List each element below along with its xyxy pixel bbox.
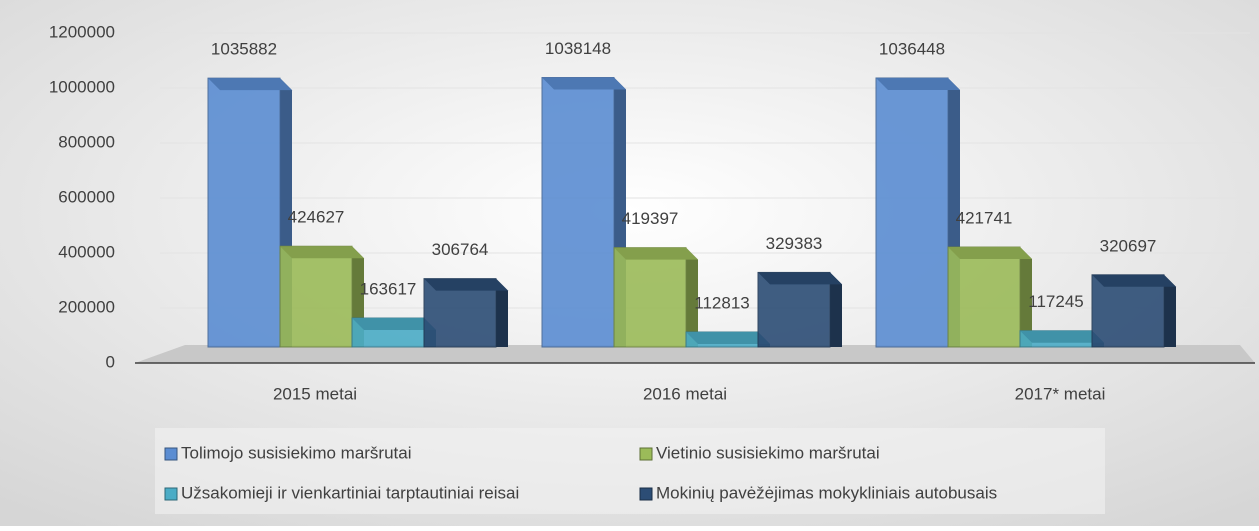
bar-top	[352, 318, 436, 331]
bar	[279, 245, 353, 348]
data-label: 1036448	[879, 39, 945, 58]
bar-top	[876, 77, 960, 90]
legend-label: Mokinių pavėžėjimas mokykliniais autobus…	[656, 483, 997, 502]
x-tick-label: 2017* metai	[1015, 384, 1106, 403]
y-tick-label: 1000000	[49, 77, 115, 96]
x-tick-label: 2016 metai	[643, 384, 727, 403]
data-label: 419397	[622, 209, 679, 228]
legend-swatch	[164, 447, 178, 461]
bar-top	[424, 278, 508, 291]
data-label: 1035882	[211, 40, 277, 59]
bar-side	[830, 272, 842, 347]
bar-side	[496, 278, 508, 347]
y-tick-label: 200000	[58, 297, 115, 316]
legend-swatch	[639, 447, 653, 461]
bar	[541, 77, 615, 348]
data-label: 1038148	[545, 39, 611, 58]
legend-swatch	[164, 487, 178, 501]
bar	[207, 77, 281, 348]
data-label: 306764	[432, 240, 489, 259]
legend-label: Tolimojo susisiekimo maršrutai	[181, 443, 412, 462]
bar-top	[614, 247, 698, 260]
data-label: 163617	[360, 279, 417, 298]
bar-top	[280, 246, 364, 259]
bar-side	[1164, 274, 1176, 347]
bar-top	[758, 272, 842, 285]
bar-top	[948, 247, 1032, 260]
bar-top	[542, 77, 626, 90]
y-tick-label: 400000	[58, 242, 115, 261]
y-tick-label: 600000	[58, 187, 115, 206]
bar	[1091, 274, 1165, 348]
bar-top	[1020, 330, 1104, 343]
bar	[947, 246, 1021, 348]
legend-box	[155, 428, 1105, 514]
data-label: 329383	[766, 234, 823, 253]
legend-swatch	[639, 487, 653, 501]
y-tick-label: 1200000	[49, 22, 115, 41]
bar-side	[686, 247, 698, 347]
legend-label: Užsakomieji ir vienkartiniai tarptautini…	[181, 483, 519, 502]
bar	[757, 271, 831, 348]
bar	[875, 77, 949, 348]
data-label: 112813	[694, 293, 749, 312]
bar-top	[1092, 274, 1176, 287]
floor	[135, 345, 1255, 363]
bar	[613, 247, 687, 348]
data-label: 320697	[1100, 236, 1157, 255]
y-tick-label: 0	[106, 352, 115, 371]
bar-top	[208, 78, 292, 91]
data-label: 424627	[288, 208, 345, 227]
y-tick-label: 800000	[58, 132, 115, 151]
data-label: 421741	[956, 209, 1013, 228]
x-tick-label: 2015 metai	[273, 384, 357, 403]
legend-label: Vietinio susisiekimo maršrutai	[656, 443, 880, 462]
data-label: 117245	[1028, 292, 1083, 311]
bar-top	[686, 331, 770, 344]
bar-side	[1020, 247, 1032, 347]
